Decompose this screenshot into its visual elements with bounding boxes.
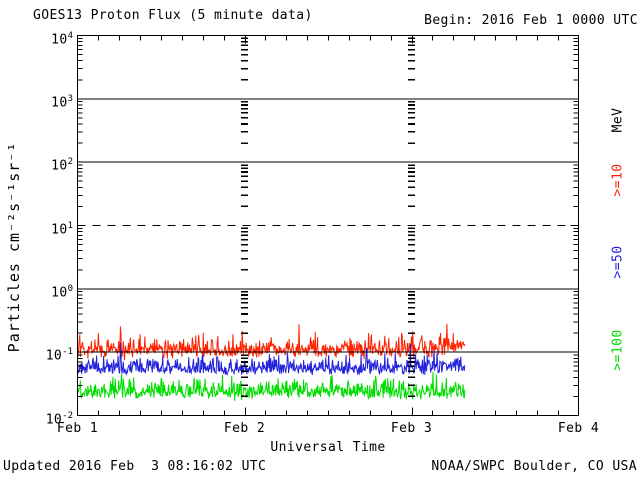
x-tick-label: Feb 3 — [390, 421, 433, 436]
legend-item-label: >=50 — [610, 245, 626, 279]
begin-time-label: Begin: 2016 Feb 1 0000 UTC — [424, 13, 638, 28]
y-tick-label: 101 — [51, 220, 73, 237]
y-tick-label: 102 — [51, 157, 73, 174]
plot-frame — [77, 35, 579, 416]
y-axis-title: Particles cm⁻²s⁻¹sr⁻¹ — [5, 141, 23, 353]
legend-unit-label: MeV — [610, 107, 626, 133]
updated-timestamp: Updated 2016 Feb 3 08:16:02 UTC — [3, 459, 267, 474]
y-tick-label: 10-2 — [45, 410, 73, 427]
legend-item-label: >=10 — [610, 163, 626, 197]
legend-item-label: >=100 — [610, 329, 626, 371]
x-tick-label: Feb 4 — [557, 421, 600, 436]
series--10-mev — [77, 323, 466, 361]
x-axis-title: Universal Time — [270, 440, 386, 455]
series--100-mev — [77, 371, 466, 401]
y-tick-label: 100 — [51, 283, 73, 301]
credit-label: NOAA/SWPC Boulder, CO USA — [431, 459, 637, 474]
x-tick-label: Feb 1 — [56, 421, 99, 436]
x-tick-label: Feb 2 — [223, 421, 266, 436]
y-tick-label: 10-1 — [45, 347, 73, 364]
y-tick-label: 103 — [51, 93, 73, 111]
series--50-mev — [77, 342, 466, 377]
chart-title: GOES13 Proton Flux (5 minute data) — [33, 8, 313, 23]
y-tick-label: 104 — [51, 30, 73, 47]
